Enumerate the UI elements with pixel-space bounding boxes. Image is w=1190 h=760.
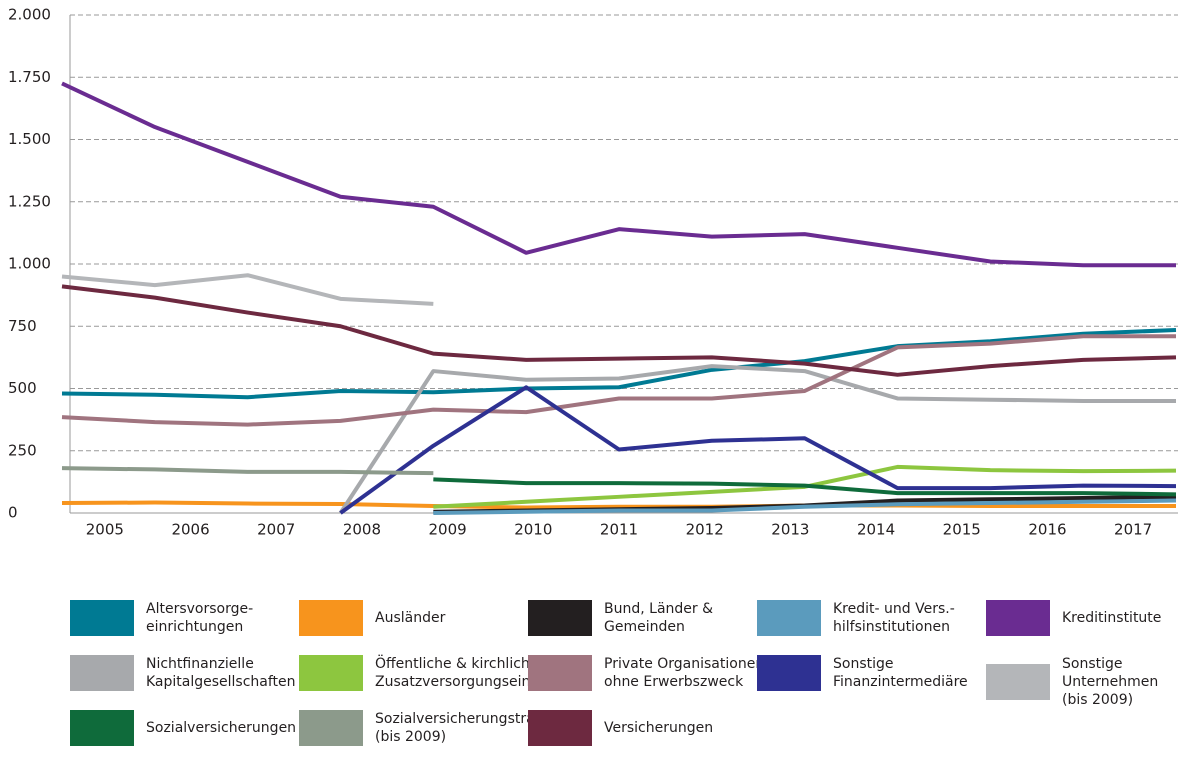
legend-swatch xyxy=(528,600,592,636)
legend-label: Nichtfinanzielle Kapitalgesellschaften xyxy=(146,656,296,690)
legend-swatch xyxy=(757,600,821,636)
legend-item: Nichtfinanzielle Kapitalgesellschaften xyxy=(70,655,296,691)
x-tick-label: 2016 xyxy=(1028,521,1066,539)
y-tick-label: 1.750 xyxy=(8,68,51,86)
legend-label: Sonstige Finanzintermediäre xyxy=(833,656,968,690)
x-tick-label: 2012 xyxy=(686,521,724,539)
x-tick-label: 2009 xyxy=(429,521,467,539)
y-tick-label: 0 xyxy=(8,504,18,522)
y-tick-label: 1.250 xyxy=(8,192,51,210)
x-tick-label: 2005 xyxy=(86,521,124,539)
series-line xyxy=(61,273,434,306)
y-tick-label: 500 xyxy=(8,379,37,397)
legend-label: Bund, Länder & Gemeinden xyxy=(604,601,714,635)
x-tick-label: 2017 xyxy=(1114,521,1152,539)
legend-item: Sonstige Unternehmen (bis 2009) xyxy=(986,655,1180,709)
legend-item: Kredit- und Vers.- hilfsinstitutionen xyxy=(757,600,955,636)
legend-swatch xyxy=(70,710,134,746)
legend-label: Sozialversicherungen xyxy=(146,720,297,736)
x-tick-label: 2014 xyxy=(857,521,895,539)
x-tick-label: 2011 xyxy=(600,521,638,539)
legend: Altersvorsorge- einrichtungen Ausländer Bu… xyxy=(70,600,1180,750)
legend-swatch xyxy=(528,655,592,691)
legend-swatch xyxy=(986,664,1050,700)
legend-swatch xyxy=(299,655,363,691)
series-line xyxy=(61,81,1176,268)
legend-item: Ausländer xyxy=(299,600,445,636)
series-line xyxy=(338,364,1176,515)
legend-item: Kreditinstitute xyxy=(986,600,1161,636)
legend-swatch xyxy=(528,710,592,746)
legend-swatch xyxy=(70,655,134,691)
x-tick-label: 2013 xyxy=(771,521,809,539)
legend-label: Altersvorsorge- einrichtungen xyxy=(146,601,254,635)
x-tick-label: 2007 xyxy=(257,521,295,539)
legend-item: Sonstige Finanzintermediäre xyxy=(757,655,968,691)
y-tick-label: 250 xyxy=(8,441,37,459)
x-tick-label: 2010 xyxy=(514,521,552,539)
legend-label: Sonstige Unternehmen (bis 2009) xyxy=(1062,656,1159,708)
legend-swatch xyxy=(757,655,821,691)
series-line xyxy=(339,385,1177,515)
series-line xyxy=(433,477,1177,497)
legend-label: Kreditinstitute xyxy=(1062,610,1162,626)
legend-label: Private Organisationen ohne Erwerbszweck xyxy=(604,656,765,690)
legend-label: Sozialversicherungsträger (bis 2009) xyxy=(375,711,558,745)
legend-item: Öffentliche & kirchliche Zusatzversorgun… xyxy=(299,655,539,691)
legend-item: Versicherungen xyxy=(528,710,713,746)
legend-label: Versicherungen xyxy=(604,720,714,736)
x-tick-label: 2008 xyxy=(343,521,381,539)
x-tick-label: 2015 xyxy=(943,521,981,539)
legend-item: Private Organisationen ohne Erwerbszweck xyxy=(528,655,764,691)
x-tick-label: 2006 xyxy=(171,521,209,539)
legend-label: Ausländer xyxy=(375,610,446,626)
series-line xyxy=(61,334,1176,427)
legend-swatch xyxy=(70,600,134,636)
series-line xyxy=(61,466,434,476)
legend-item: Bund, Länder & Gemeinden xyxy=(528,600,713,636)
legend-swatch xyxy=(299,600,363,636)
chart: 0 250 500 750 1.000 1.250 1.500 1.750 2.000 2005 2… xyxy=(8,6,1178,539)
series-line xyxy=(61,284,1177,377)
series-line xyxy=(61,500,1176,510)
y-tick-label: 1.000 xyxy=(8,255,51,273)
legend-swatch xyxy=(299,710,363,746)
series-line xyxy=(433,498,1177,515)
series-line xyxy=(61,327,1177,400)
legend-item: Sozialversicherungen xyxy=(70,710,296,746)
legend-swatch xyxy=(986,600,1050,636)
y-tick-label: 2.000 xyxy=(8,6,51,24)
y-tick-label: 750 xyxy=(8,317,37,335)
y-tick-label: 1.500 xyxy=(8,130,51,148)
legend-item: Altersvorsorge- einrichtungen xyxy=(70,600,253,636)
legend-label: Kredit- und Vers.- hilfsinstitutionen xyxy=(833,601,955,635)
legend-item: Sozialversicherungsträger (bis 2009) xyxy=(299,710,558,746)
legend-label: Öffentliche & kirchliche Zusatzversorgun… xyxy=(375,656,540,690)
